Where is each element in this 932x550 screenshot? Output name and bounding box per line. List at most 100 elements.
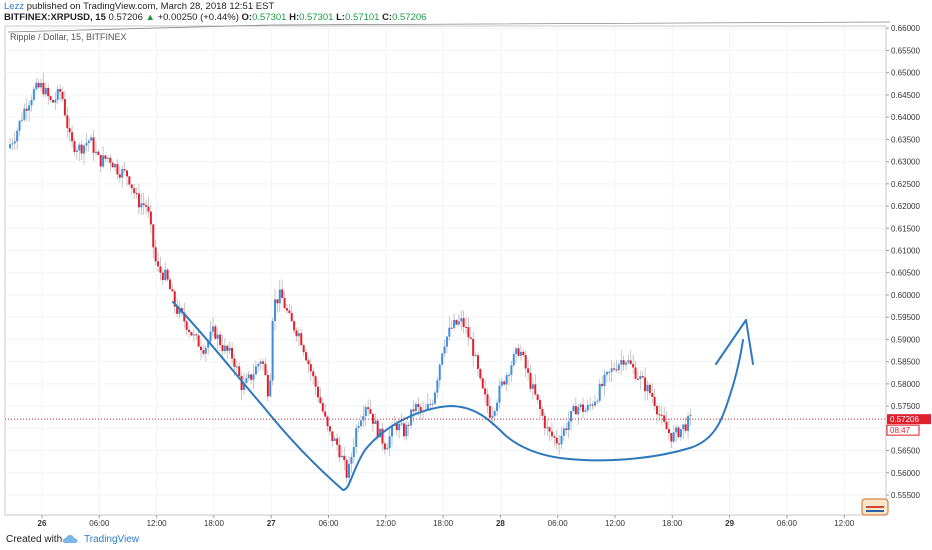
candle-up — [44, 88, 47, 95]
y-tick-label: 0.61000 — [891, 246, 920, 255]
candle-up — [32, 89, 35, 100]
candle-down — [343, 455, 346, 461]
candle-down — [450, 327, 453, 329]
candle-up — [90, 137, 93, 141]
author-link[interactable]: Lezz — [4, 1, 25, 12]
candle-down — [302, 345, 305, 353]
candle-down — [233, 358, 236, 367]
candle-up — [405, 424, 408, 437]
candle-down — [326, 416, 329, 427]
symbol-line: BITFINEX:XRPUSD, 15 0.57206 ▲ +0.00250 (… — [4, 12, 426, 23]
candle-down — [632, 363, 635, 368]
candle-up — [519, 351, 522, 356]
tradingview-brand-link[interactable]: TradingView — [84, 534, 140, 545]
candle-up — [56, 89, 59, 100]
candle-up — [216, 334, 219, 339]
y-tick-label: 0.65500 — [891, 46, 920, 55]
candle-up — [259, 361, 262, 364]
candle-up — [445, 336, 448, 347]
candle-up — [531, 384, 534, 389]
candle-down — [262, 361, 265, 364]
candle-down — [529, 372, 532, 389]
candle-down — [51, 99, 54, 103]
candle-up — [75, 150, 78, 152]
x-tick-label: 18:00 — [204, 519, 225, 528]
candle-down — [188, 329, 191, 333]
candle-up — [297, 333, 300, 337]
y-tick-label: 0.57500 — [891, 402, 920, 411]
candle-up — [78, 144, 81, 151]
x-tick-label: 18:00 — [662, 519, 683, 528]
candle-up — [333, 438, 336, 441]
y-tick-label: 0.61500 — [891, 224, 920, 233]
y-tick-label: 0.64500 — [891, 91, 920, 100]
candle-down — [152, 224, 155, 248]
flag-icon — [861, 498, 889, 516]
last-price-marker: 0.57206 08:47 — [5, 414, 931, 436]
candle-down — [25, 108, 28, 111]
candle-up — [627, 360, 630, 363]
candle-down — [159, 266, 162, 273]
y-tick-label: 0.59500 — [891, 313, 920, 322]
time-axis[interactable]: 26 06:00 12:00 18:00 27 06:00 12:00 18:00 28 06:0… — [38, 515, 855, 528]
candle-up — [9, 144, 12, 149]
candle-down — [524, 355, 527, 369]
y-tick-label: 0.60000 — [891, 291, 920, 300]
price-chart[interactable]: Ripple / Dollar, 15, BITFINEX 0.55500 0.5… — [0, 0, 932, 530]
candle-down — [288, 310, 291, 313]
candle-down — [534, 384, 537, 395]
candle-down — [99, 154, 102, 167]
x-tick-label: 12:00 — [834, 519, 855, 528]
candle-down — [183, 312, 186, 322]
candle-up — [586, 404, 589, 411]
candle-down — [517, 348, 520, 356]
candle-up — [278, 289, 281, 304]
x-tick-label: 06:00 — [548, 519, 569, 528]
candle-down — [307, 360, 310, 365]
candle-down — [149, 211, 152, 225]
candle-down — [316, 386, 319, 398]
candle-down — [219, 334, 222, 346]
candle-up — [675, 427, 678, 433]
candle-down — [486, 394, 489, 407]
candle-down — [550, 431, 553, 437]
candle-down — [281, 289, 284, 299]
countdown-label: 08:47 — [890, 426, 911, 435]
candle-down — [345, 460, 348, 478]
candle-up — [11, 143, 14, 145]
candle-down — [157, 261, 160, 267]
candle-down — [197, 335, 200, 347]
candle-down — [634, 367, 637, 379]
price-axis[interactable]: 0.555000.560000.565000.570000.575000.580… — [886, 24, 920, 500]
candle-up — [589, 404, 592, 406]
candle-up — [457, 321, 460, 325]
candle-up — [546, 427, 549, 429]
candle-down — [226, 345, 229, 351]
candle-down — [328, 426, 331, 432]
candle-up — [500, 381, 503, 386]
candle-down — [290, 312, 293, 322]
x-tick-label: 12:00 — [376, 519, 397, 528]
candle-up — [364, 407, 367, 417]
candle-up — [209, 331, 212, 342]
candle-down — [125, 170, 128, 177]
y-tick-label: 0.58500 — [891, 358, 920, 367]
candle-down — [641, 376, 644, 378]
candle-up — [35, 82, 38, 90]
candle-down — [168, 279, 171, 290]
candle-up — [598, 383, 601, 401]
candle-up — [386, 448, 389, 450]
candle-up — [414, 403, 417, 412]
candle-down — [591, 404, 594, 406]
candle-down — [283, 298, 286, 309]
candle-down — [667, 429, 670, 434]
candle-down — [142, 203, 145, 206]
candle-up — [687, 416, 690, 431]
candle-up — [460, 318, 463, 322]
drawn-curve — [172, 301, 744, 492]
candle-down — [314, 376, 317, 387]
candle-down — [383, 443, 386, 450]
x-tick-label: 06:00 — [89, 519, 110, 528]
candle-up — [507, 374, 510, 376]
y-tick-label: 0.55500 — [891, 491, 920, 500]
